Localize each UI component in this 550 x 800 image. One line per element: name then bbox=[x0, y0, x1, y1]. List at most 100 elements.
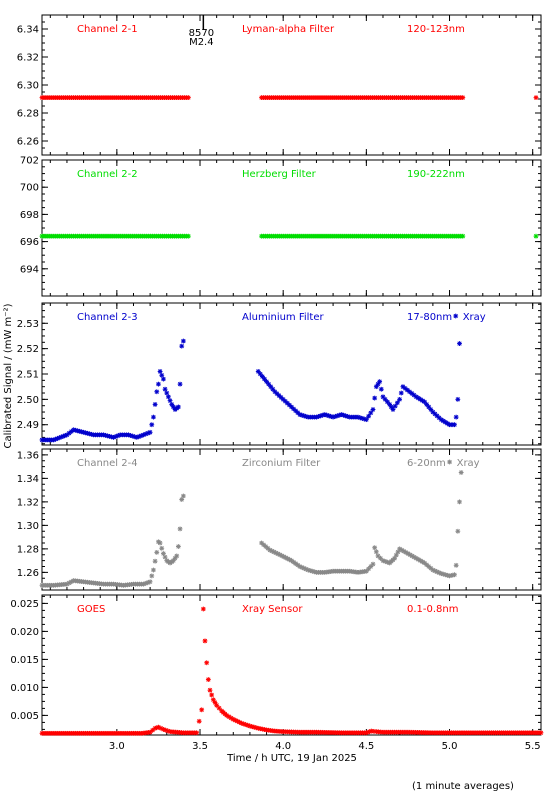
star-stroke bbox=[149, 422, 154, 427]
star-stroke bbox=[169, 402, 174, 407]
star-stroke bbox=[426, 564, 431, 569]
star-stroke bbox=[434, 413, 440, 418]
star-stroke bbox=[283, 555, 288, 560]
y-tick-label: 1.26 bbox=[17, 568, 39, 579]
data-point bbox=[533, 95, 539, 100]
star-stroke bbox=[245, 723, 250, 728]
star-stroke bbox=[186, 95, 191, 100]
band-label: 120-123nm bbox=[407, 24, 465, 35]
data-point bbox=[159, 545, 165, 551]
star-stroke bbox=[364, 417, 369, 422]
data-point bbox=[277, 552, 283, 558]
star-stroke bbox=[390, 407, 396, 412]
star-stroke bbox=[385, 560, 390, 565]
star-stroke bbox=[276, 393, 282, 398]
star-stroke bbox=[285, 556, 290, 561]
data-point bbox=[157, 369, 163, 374]
star-stroke bbox=[287, 557, 292, 562]
star-stroke bbox=[447, 459, 452, 465]
star-stroke bbox=[460, 95, 465, 100]
data-point bbox=[262, 376, 267, 382]
y-tick-label: 0.015 bbox=[10, 655, 39, 666]
star-stroke bbox=[397, 546, 402, 552]
star-stroke bbox=[211, 697, 216, 702]
data-point bbox=[185, 95, 191, 100]
star-stroke bbox=[443, 572, 448, 577]
star-stroke bbox=[165, 728, 171, 734]
star-stroke bbox=[177, 381, 183, 387]
star-stroke bbox=[339, 412, 344, 417]
panel-4: 1.26 1.28 1.30 1.32 1.34 1.36 Channel 2-4 Zirco… bbox=[17, 448, 542, 591]
data-point bbox=[156, 381, 161, 387]
panel-1: 6.26 6.28 6.30 6.32 6.34 Channel 2-1 Lyman-alp… bbox=[17, 14, 542, 156]
data-point bbox=[368, 410, 374, 416]
star-stroke bbox=[239, 721, 244, 726]
star-stroke bbox=[243, 722, 248, 727]
star-stroke bbox=[202, 638, 208, 644]
data-point bbox=[457, 499, 462, 505]
star-stroke bbox=[454, 563, 459, 568]
star-stroke bbox=[399, 547, 404, 553]
star-stroke bbox=[149, 573, 154, 579]
star-stroke bbox=[73, 428, 78, 433]
star-stroke bbox=[401, 549, 406, 554]
star-stroke bbox=[454, 414, 459, 420]
star-stroke bbox=[405, 551, 411, 556]
star-stroke bbox=[370, 407, 376, 412]
star-stroke bbox=[161, 551, 166, 556]
panel-frame bbox=[41, 594, 542, 736]
star-stroke bbox=[403, 386, 408, 391]
star-stroke bbox=[267, 547, 273, 553]
data-point bbox=[316, 414, 321, 419]
data-series bbox=[39, 470, 464, 588]
data-point bbox=[179, 343, 185, 349]
y-tick-label: 1.32 bbox=[17, 497, 39, 508]
star-stroke bbox=[355, 414, 361, 420]
star-stroke bbox=[308, 568, 313, 573]
star-stroke bbox=[366, 414, 371, 419]
data-series bbox=[39, 338, 462, 443]
star-stroke bbox=[197, 719, 202, 724]
data-point bbox=[455, 396, 461, 402]
star-stroke bbox=[428, 407, 433, 412]
data-point bbox=[177, 381, 183, 387]
data-point bbox=[373, 549, 379, 555]
filter-label: Zirconium Filter bbox=[242, 458, 321, 469]
y-tick-label: 6.26 bbox=[17, 137, 39, 148]
star-stroke bbox=[147, 430, 153, 435]
y-tick-label: 702 bbox=[20, 156, 39, 167]
y-tick-label: 0.005 bbox=[10, 711, 39, 722]
star-stroke bbox=[372, 395, 377, 401]
star-stroke bbox=[312, 569, 317, 574]
star-stroke bbox=[430, 567, 436, 573]
star-stroke bbox=[176, 544, 181, 549]
star-stroke bbox=[224, 713, 229, 718]
star-stroke bbox=[422, 560, 427, 566]
star-stroke bbox=[441, 571, 446, 577]
star-stroke bbox=[289, 404, 294, 410]
star-stroke bbox=[533, 234, 539, 239]
star-stroke bbox=[455, 397, 460, 402]
star-stroke bbox=[372, 545, 377, 550]
star-stroke bbox=[303, 414, 309, 419]
star-stroke bbox=[233, 718, 238, 723]
star-stroke bbox=[258, 371, 263, 377]
star-stroke bbox=[269, 548, 275, 554]
data-point bbox=[378, 386, 384, 392]
star-stroke bbox=[151, 414, 156, 420]
star-stroke bbox=[375, 553, 381, 559]
star-stroke bbox=[109, 434, 114, 440]
star-stroke bbox=[279, 553, 284, 558]
star-stroke bbox=[297, 564, 302, 569]
star-stroke bbox=[161, 727, 166, 732]
star-stroke bbox=[275, 551, 281, 556]
star-stroke bbox=[249, 724, 255, 729]
star-stroke bbox=[152, 402, 158, 407]
y-tick-label: 6.28 bbox=[17, 109, 39, 120]
star-stroke bbox=[159, 546, 164, 551]
star-stroke bbox=[360, 416, 365, 421]
star-stroke bbox=[181, 338, 186, 344]
star-stroke bbox=[393, 403, 398, 409]
data-point bbox=[205, 677, 211, 682]
star-stroke bbox=[407, 389, 412, 394]
